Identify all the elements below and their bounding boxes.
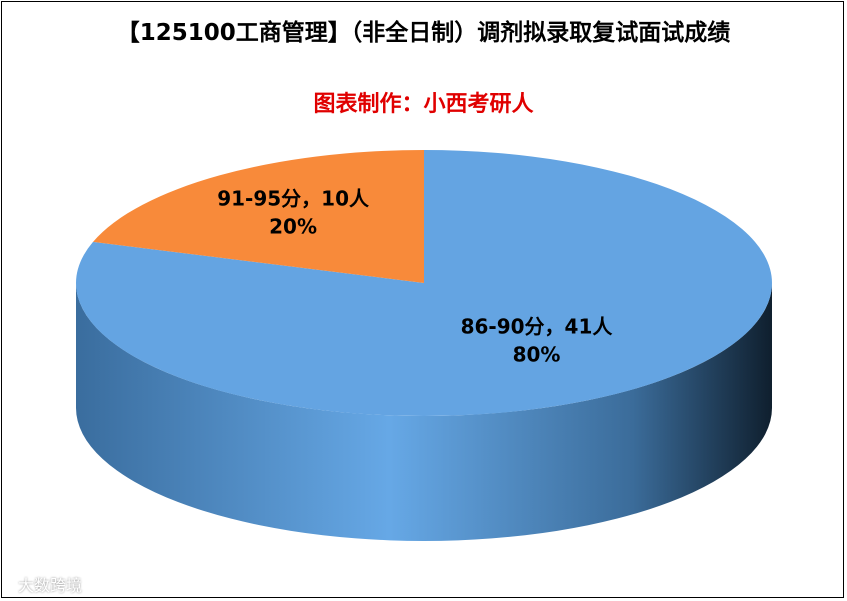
slice-label: 86-90分，41人	[461, 315, 614, 339]
chart-title: 【125100工商管理】（非全日制）调剂拟录取复试面试成绩	[116, 20, 731, 46]
watermark: 大数跨境	[18, 576, 83, 595]
pie-slice	[76, 150, 773, 416]
chart-subtitle: 图表制作：小西考研人	[313, 92, 534, 117]
value-label: 80%	[513, 343, 561, 367]
value-label: 20%	[269, 215, 317, 239]
slice-label: 91-95分，10人	[217, 187, 370, 211]
pie-slice	[93, 150, 424, 283]
pie-side	[76, 283, 772, 541]
